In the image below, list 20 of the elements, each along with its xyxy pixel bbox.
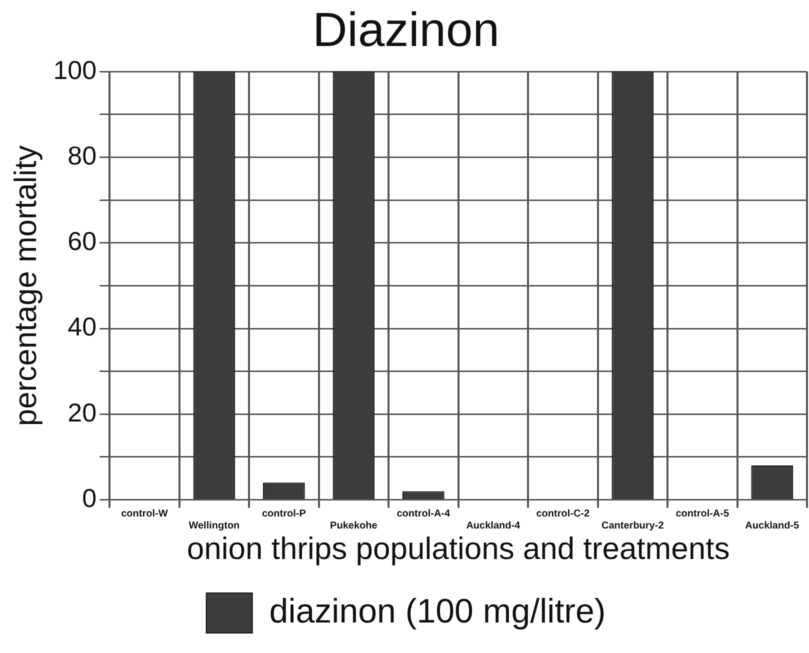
legend-label: diazinon (100 mg/litre) bbox=[269, 592, 606, 630]
y-tick-label: 80 bbox=[68, 140, 97, 170]
x-tick-label: Canterbury-2 bbox=[602, 520, 664, 532]
x-tick-label: Auckland-5 bbox=[745, 520, 800, 532]
x-tick-label: control-W bbox=[121, 508, 168, 520]
x-tick-label: Pukekohe bbox=[330, 520, 378, 532]
x-tick-label: Auckland-4 bbox=[466, 520, 521, 532]
y-tick-label: 60 bbox=[68, 226, 97, 256]
y-axis-title: percentage mortality bbox=[8, 144, 44, 426]
x-tick-label: control-A-4 bbox=[396, 508, 451, 520]
x-axis-title: onion thrips populations and treatments bbox=[186, 530, 730, 566]
y-tick-label: 20 bbox=[68, 397, 97, 428]
chart-title: Diazinon bbox=[312, 4, 500, 58]
x-tick-label: Wellington bbox=[188, 520, 240, 532]
x-tick-label: control-P bbox=[262, 508, 306, 520]
y-tick-label: 100 bbox=[53, 54, 97, 85]
y-tick-label: 40 bbox=[68, 312, 97, 342]
x-tick-label: control-C-2 bbox=[536, 508, 590, 520]
x-tick-label: control-A-5 bbox=[676, 508, 730, 520]
y-tick-label: 0 bbox=[82, 482, 97, 513]
